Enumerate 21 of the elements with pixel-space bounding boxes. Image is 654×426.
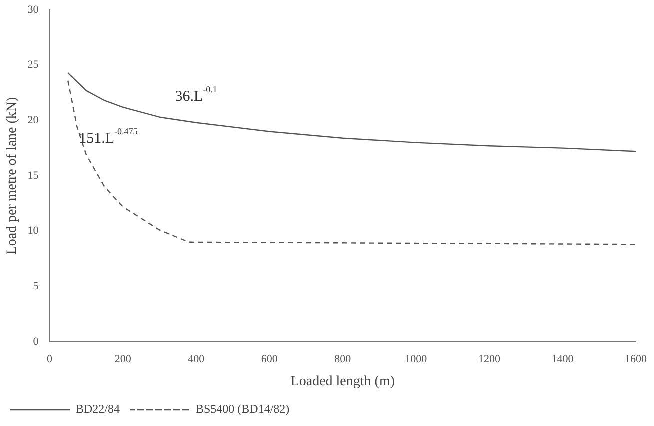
x-tick-label: 1600 [625,353,648,366]
x-axis-title: Loaded length (m) [290,374,396,390]
y-tick-label: 5 [33,280,40,293]
y-axis-title: Load per metre of lane (kN) [5,96,20,255]
y-tick-label: 15 [28,170,40,182]
legend-label: BD22/84 [76,402,120,416]
legend-label: BS5400 (BD14/82) [196,402,290,416]
x-tick-label: 400 [188,353,206,366]
x-tick-label: 0 [47,353,54,366]
line-series [68,80,636,246]
y-tick-label: 25 [28,59,40,72]
y-tick-label: 30 [28,4,40,16]
y-tick-label: 20 [28,114,40,127]
x-tick-label: 1000 [405,353,428,366]
x-tick-label: 1200 [478,353,501,366]
x-tick-label: 800 [334,353,352,366]
x-tick-label: 600 [261,353,278,366]
y-tick-label: 10 [28,225,40,238]
y-tick-label: 0 [33,336,40,348]
x-tick-label: 200 [114,353,132,366]
x-tick-label: 1400 [552,353,574,366]
